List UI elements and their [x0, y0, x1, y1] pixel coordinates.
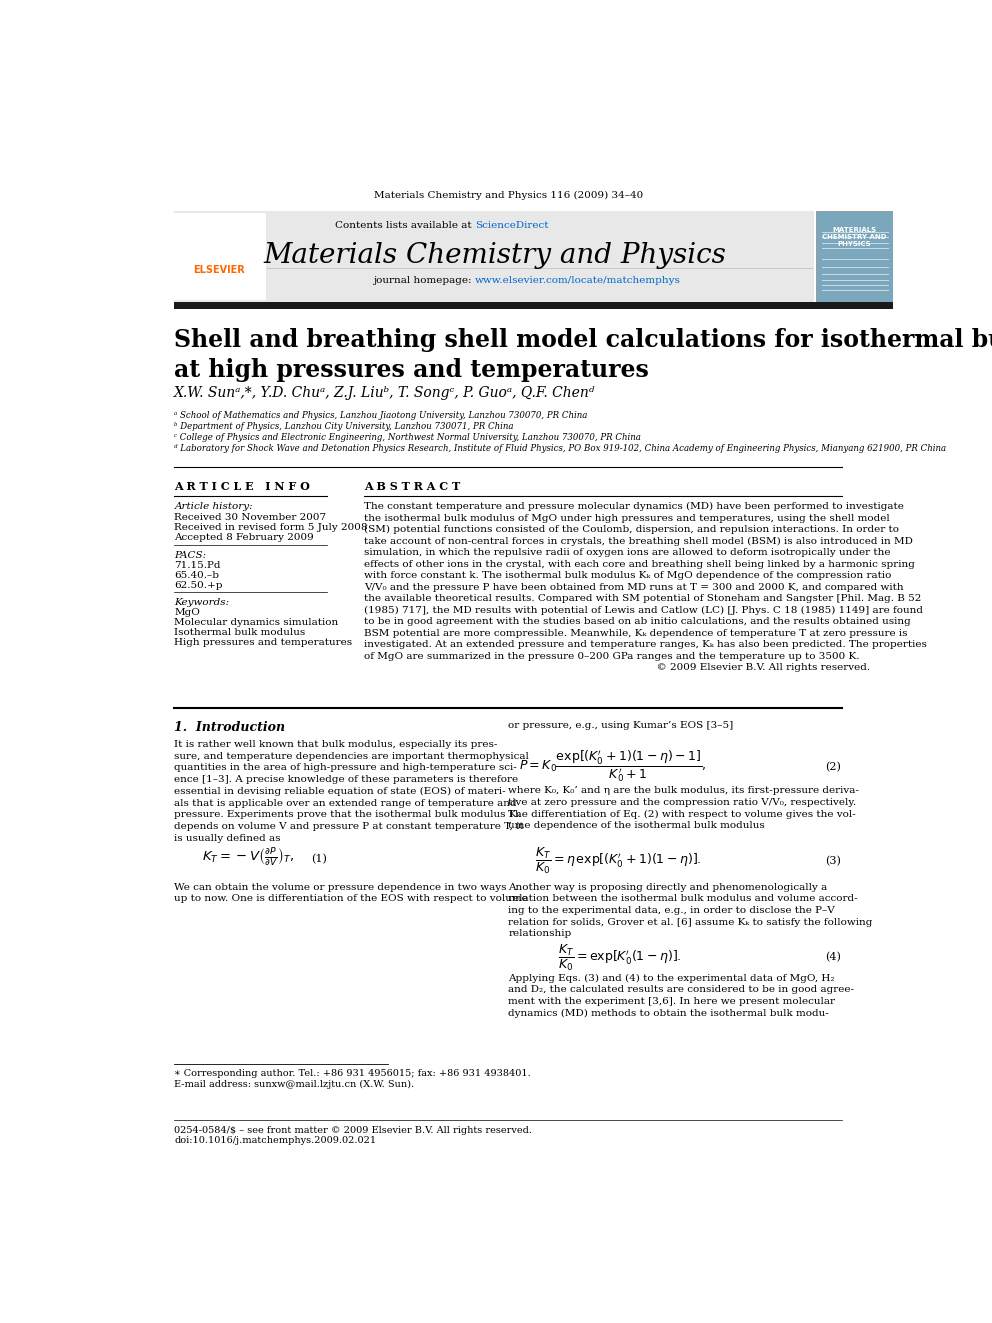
Text: ᵃ School of Mathematics and Physics, Lanzhou Jiaotong University, Lanzhou 730070: ᵃ School of Mathematics and Physics, Lan…: [175, 411, 587, 421]
Text: Keywords:: Keywords:: [175, 598, 229, 607]
Text: Shell and breathing shell model calculations for isothermal bulk modulus in MgO
: Shell and breathing shell model calculat…: [175, 328, 992, 382]
Text: We can obtain the volume or pressure dependence in two ways
up to now. One is di: We can obtain the volume or pressure dep…: [175, 882, 528, 904]
Text: doi:10.1016/j.matchemphys.2009.02.021: doi:10.1016/j.matchemphys.2009.02.021: [175, 1136, 377, 1144]
Text: Received in revised form 5 July 2008: Received in revised form 5 July 2008: [175, 523, 368, 532]
Text: Received 30 November 2007: Received 30 November 2007: [175, 513, 326, 523]
Text: 71.15.Pd: 71.15.Pd: [175, 561, 221, 570]
Text: ᵈ Laboratory for Shock Wave and Detonation Physics Research, Institute of Fluid : ᵈ Laboratory for Shock Wave and Detonati…: [175, 443, 946, 452]
Text: PACS:: PACS:: [175, 550, 206, 560]
Text: $K_T = -V\left(\frac{\partial P}{\partial V}\right)_T,$: $K_T = -V\left(\frac{\partial P}{\partia…: [201, 847, 294, 868]
Text: MATERIALS
CHEMISTRY AND
PHYSICS: MATERIALS CHEMISTRY AND PHYSICS: [821, 226, 886, 246]
Text: 62.50.+p: 62.50.+p: [175, 581, 223, 590]
Text: or pressure, e.g., using Kumar’s EOS [3–5]: or pressure, e.g., using Kumar’s EOS [3–…: [509, 721, 734, 730]
Text: 1.  Introduction: 1. Introduction: [175, 721, 286, 734]
Text: (2): (2): [825, 762, 841, 773]
Text: Contents lists available at: Contents lists available at: [335, 221, 475, 230]
Text: (1): (1): [311, 855, 327, 864]
Bar: [175, 213, 266, 300]
Bar: [816, 212, 893, 302]
Bar: [175, 302, 893, 308]
Text: High pressures and temperatures: High pressures and temperatures: [175, 639, 352, 647]
Text: It is rather well known that bulk modulus, especially its pres-
sure, and temper: It is rather well known that bulk modulu…: [175, 740, 530, 843]
Text: ELSEVIER: ELSEVIER: [193, 266, 245, 275]
Text: Applying Eqs. (3) and (4) to the experimental data of MgO, H₂
and D₂, the calcul: Applying Eqs. (3) and (4) to the experim…: [509, 974, 854, 1017]
Text: Isothermal bulk modulus: Isothermal bulk modulus: [175, 628, 306, 638]
Text: ᶜ College of Physics and Electronic Engineering, Northwest Normal University, La: ᶜ College of Physics and Electronic Engi…: [175, 433, 641, 442]
Text: $P = K_0\dfrac{\exp[(K_0'+1)(1-\eta)-1]}{K_0'+1},$: $P = K_0\dfrac{\exp[(K_0'+1)(1-\eta)-1]}…: [519, 749, 706, 785]
Text: E-mail address: sunxw@mail.lzjtu.cn (X.W. Sun).: E-mail address: sunxw@mail.lzjtu.cn (X.W…: [175, 1080, 415, 1089]
Text: MgO: MgO: [175, 609, 200, 618]
Text: Molecular dynamics simulation: Molecular dynamics simulation: [175, 618, 338, 627]
Text: $\dfrac{K_T}{K_0} = \eta\,\exp[(K_0'+1)(1-\eta)].$: $\dfrac{K_T}{K_0} = \eta\,\exp[(K_0'+1)(…: [535, 847, 701, 876]
Text: www.elsevier.com/locate/matchemphys: www.elsevier.com/locate/matchemphys: [475, 277, 681, 284]
Text: (3): (3): [825, 856, 841, 867]
Text: 65.40.–b: 65.40.–b: [175, 570, 219, 579]
Text: (4): (4): [825, 951, 841, 962]
Text: $\dfrac{K_T}{K_0} = \exp[K_0'(1-\eta)].$: $\dfrac{K_T}{K_0} = \exp[K_0'(1-\eta)].$: [558, 942, 682, 972]
Text: A R T I C L E   I N F O: A R T I C L E I N F O: [175, 480, 310, 492]
Text: ∗ Corresponding author. Tel.: +86 931 4956015; fax: +86 931 4938401.: ∗ Corresponding author. Tel.: +86 931 49…: [175, 1069, 531, 1078]
Text: Materials Chemistry and Physics 116 (2009) 34–40: Materials Chemistry and Physics 116 (200…: [374, 191, 643, 200]
Text: Another way is proposing directly and phenomenologically a
relation between the : Another way is proposing directly and ph…: [509, 882, 873, 938]
Text: The constant temperature and pressure molecular dynamics (MD) have been performe: The constant temperature and pressure mo…: [364, 503, 928, 672]
Text: where K₀, K₀’ and η are the bulk modulus, its first-pressure deriva-
tive at zer: where K₀, K₀’ and η are the bulk modulus…: [509, 786, 859, 831]
Text: ScienceDirect: ScienceDirect: [475, 221, 549, 230]
Text: journal homepage:: journal homepage:: [373, 277, 475, 284]
Text: ᵇ Department of Physics, Lanzhou City University, Lanzhou 730071, PR China: ᵇ Department of Physics, Lanzhou City Un…: [175, 422, 514, 431]
Text: Article history:: Article history:: [175, 503, 253, 511]
Text: Accepted 8 February 2009: Accepted 8 February 2009: [175, 533, 314, 542]
Text: Materials Chemistry and Physics: Materials Chemistry and Physics: [264, 242, 727, 269]
Text: A B S T R A C T: A B S T R A C T: [364, 480, 460, 492]
Text: 0254-0584/$ – see front matter © 2009 Elsevier B.V. All rights reserved.: 0254-0584/$ – see front matter © 2009 El…: [175, 1126, 533, 1135]
Text: X.W. Sunᵃ,*, Y.D. Chuᵃ, Z.J. Liuᵇ, T. Songᶜ, P. Guoᵃ, Q.F. Chenᵈ: X.W. Sunᵃ,*, Y.D. Chuᵃ, Z.J. Liuᵇ, T. So…: [175, 386, 595, 400]
Bar: [175, 212, 813, 302]
